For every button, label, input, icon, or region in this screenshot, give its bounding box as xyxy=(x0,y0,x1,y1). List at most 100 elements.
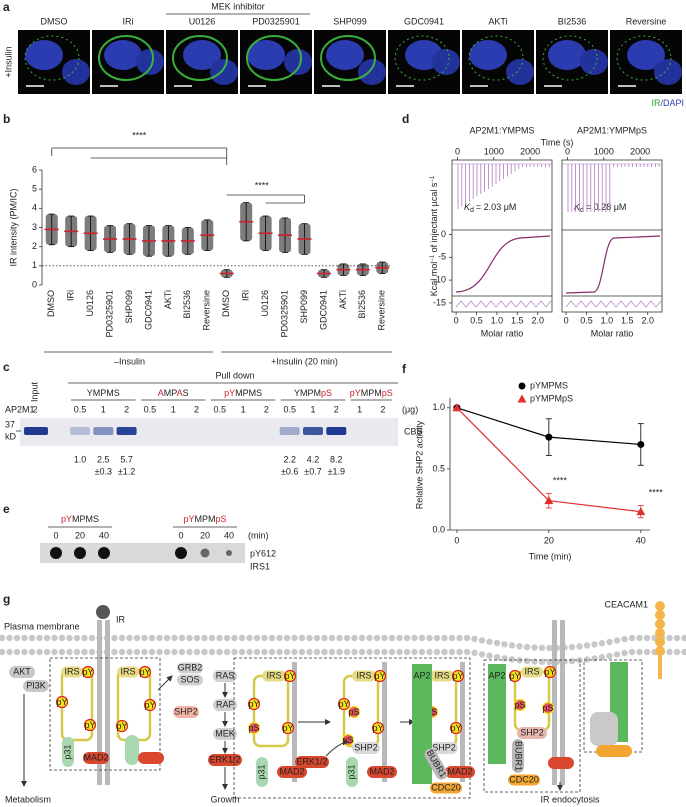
node xyxy=(430,670,454,682)
badge xyxy=(138,665,152,679)
node xyxy=(590,712,618,746)
lipid xyxy=(606,638,613,646)
node-label: MAD2 xyxy=(83,752,108,762)
lipid xyxy=(43,634,51,642)
node xyxy=(508,774,540,786)
nucleus xyxy=(62,59,90,85)
label-part: K xyxy=(574,202,581,212)
badge-label: pY xyxy=(248,699,259,709)
axis-label: Molar ratio xyxy=(481,328,524,338)
x-tick-label: U0126 xyxy=(85,290,95,317)
outcome-label: Metabolism xyxy=(5,794,51,804)
badge-label: pY xyxy=(116,721,127,731)
peptide-label: YMPMpS xyxy=(294,388,332,398)
marker xyxy=(517,394,527,403)
lipid xyxy=(306,634,313,642)
quantification-error: ±1.2 xyxy=(118,466,135,476)
lipid xyxy=(13,634,21,642)
lipid xyxy=(13,648,21,656)
node-label: SOS xyxy=(180,674,199,684)
x-tick-label: Reversine xyxy=(377,290,387,331)
marker xyxy=(637,440,645,448)
x-tick-label: PD0325901 xyxy=(279,290,289,338)
kd-label: Kd = 0.28 μM xyxy=(574,202,626,213)
lipid xyxy=(148,634,156,642)
amount: 0.5 xyxy=(214,404,227,414)
badge xyxy=(83,718,97,732)
y-tick-label: -10 xyxy=(433,274,446,284)
lipid xyxy=(66,648,73,656)
node-label: IRS xyxy=(524,666,539,676)
node xyxy=(352,670,376,682)
label-part: −1 xyxy=(430,254,436,262)
lipid xyxy=(673,634,681,642)
lipid xyxy=(306,648,313,656)
time-label: 20 xyxy=(75,530,85,540)
lipid xyxy=(313,634,321,642)
time-label: 40 xyxy=(99,530,109,540)
badge-label: pY xyxy=(84,720,95,730)
lipid xyxy=(486,652,493,659)
ceacam1-bead xyxy=(655,610,665,620)
time-label: 40 xyxy=(224,530,234,540)
badge-label: pY xyxy=(450,723,461,733)
receptor xyxy=(560,620,565,785)
lipid xyxy=(636,634,643,642)
quantification: 2.5 xyxy=(97,454,110,464)
nucleus xyxy=(358,59,386,85)
node xyxy=(173,706,199,718)
nucleus xyxy=(210,59,238,85)
node xyxy=(213,670,237,682)
y-axis-label: IR intensity (PM/IC) xyxy=(8,188,18,266)
panel-label: d xyxy=(402,112,409,126)
lipid xyxy=(523,657,531,665)
amount: 0.5 xyxy=(144,404,157,414)
quantification: 2.2 xyxy=(283,454,296,464)
x-tick-label: 0 xyxy=(565,146,570,156)
node-label: AP2 xyxy=(413,670,430,680)
lipid xyxy=(523,643,531,651)
badge-label: pY xyxy=(509,671,520,681)
lipid xyxy=(133,648,141,656)
amount: 1 xyxy=(357,404,362,414)
amount: 2 xyxy=(380,404,385,414)
nucleus xyxy=(432,49,460,75)
dot xyxy=(50,547,62,559)
lipid xyxy=(66,634,73,642)
x-tick-label: 20 xyxy=(544,535,554,545)
x-tick-label: BI2536 xyxy=(182,290,192,319)
group-label: +Insulin (20 min) xyxy=(271,356,338,366)
badge-label: pY xyxy=(139,667,150,677)
receptor xyxy=(460,662,465,782)
nucleus xyxy=(136,49,164,75)
peptide-label: pYMPMpS xyxy=(183,514,226,524)
lipid xyxy=(73,648,81,656)
residual xyxy=(455,300,552,308)
node xyxy=(521,666,543,678)
nucleus xyxy=(506,59,534,85)
lipid xyxy=(373,648,381,656)
x-tick-label: 0.5 xyxy=(470,315,483,325)
badge-label: pS xyxy=(514,700,525,710)
lipid xyxy=(291,648,298,656)
badge-label: pY xyxy=(56,697,67,707)
lipid xyxy=(403,634,411,642)
node-label: p31 xyxy=(62,744,72,759)
lipid xyxy=(231,648,238,656)
treatment-label: GDC0941 xyxy=(404,16,444,26)
x-tick-label: U0126 xyxy=(260,290,270,317)
y-tick-label: 0.0 xyxy=(432,524,445,534)
lipid xyxy=(276,634,283,642)
significance: **** xyxy=(255,180,270,190)
node xyxy=(262,670,286,682)
panel-label: e xyxy=(3,502,10,516)
amount: 0.5 xyxy=(283,404,296,414)
badge xyxy=(513,698,527,712)
y-tick-label: 3 xyxy=(32,222,37,232)
lipid xyxy=(373,634,381,642)
lipid xyxy=(486,638,493,645)
marker xyxy=(545,433,553,441)
x-tick-label: 2000 xyxy=(630,146,650,156)
badge-label: pY xyxy=(452,671,463,681)
